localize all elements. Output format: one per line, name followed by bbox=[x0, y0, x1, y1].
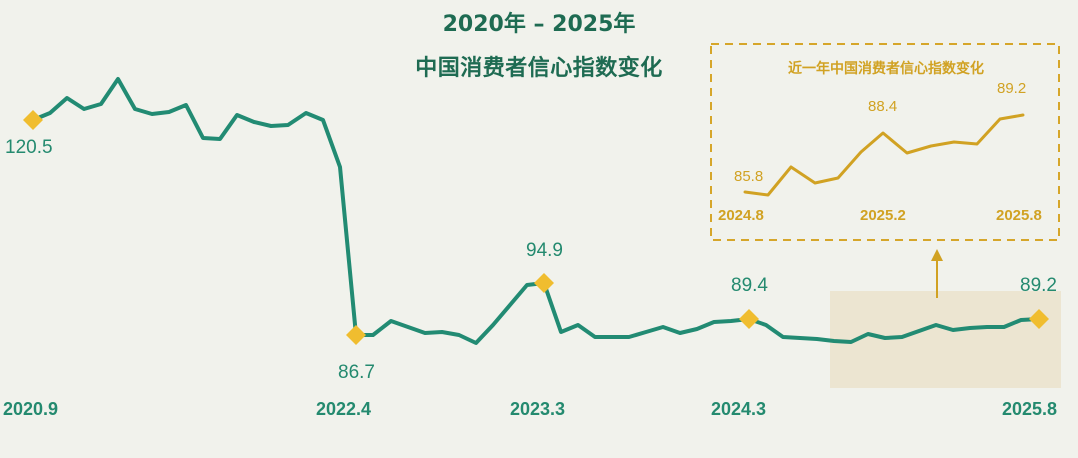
inset-x-tick-2024-8: 2024.8 bbox=[718, 207, 764, 224]
data-label-2020-9: 120.5 bbox=[5, 137, 53, 158]
inset-title: 近一年中国消费者信心指数变化 bbox=[788, 61, 984, 77]
data-label-2023-3: 94.9 bbox=[526, 240, 563, 261]
marker-diamond-2025-8 bbox=[1029, 309, 1049, 329]
inset-label-2025-8: 89.2 bbox=[997, 80, 1027, 97]
chart-title-main: 中国消费者信心指数变化 bbox=[415, 56, 663, 81]
inset-box bbox=[710, 43, 1060, 241]
inset-x-tick-2025-8: 2025.8 bbox=[996, 207, 1042, 224]
data-label-2025-8: 89.2 bbox=[1020, 275, 1057, 296]
marker-diamond-2023-3 bbox=[534, 273, 554, 293]
chart-title-years: 2020年 – 2025年 bbox=[442, 12, 636, 37]
data-label-2024-3: 89.4 bbox=[731, 275, 768, 296]
x-tick-2024-3: 2024.3 bbox=[711, 399, 767, 419]
x-tick-2022-4: 2022.4 bbox=[316, 399, 372, 419]
data-label-2022-4: 86.7 bbox=[338, 362, 375, 383]
x-tick-2020-9: 2020.9 bbox=[3, 399, 59, 419]
marker-diamond-2022-4 bbox=[346, 325, 366, 345]
x-tick-2023-3: 2023.3 bbox=[510, 399, 566, 419]
x-tick-2025-8: 2025.8 bbox=[1002, 399, 1058, 419]
marker-diamond-2024-3 bbox=[739, 309, 759, 329]
inset-label-2025-2: 88.4 bbox=[868, 98, 898, 115]
inset-series-line bbox=[743, 113, 1025, 197]
inset-label-2024-8: 85.8 bbox=[734, 168, 764, 185]
last-year-highlight-area bbox=[830, 291, 1061, 388]
marker-diamond-2020-9 bbox=[23, 110, 43, 130]
arrow-up-icon bbox=[931, 249, 943, 298]
inset-x-tick-2025-2: 2025.2 bbox=[860, 207, 906, 224]
